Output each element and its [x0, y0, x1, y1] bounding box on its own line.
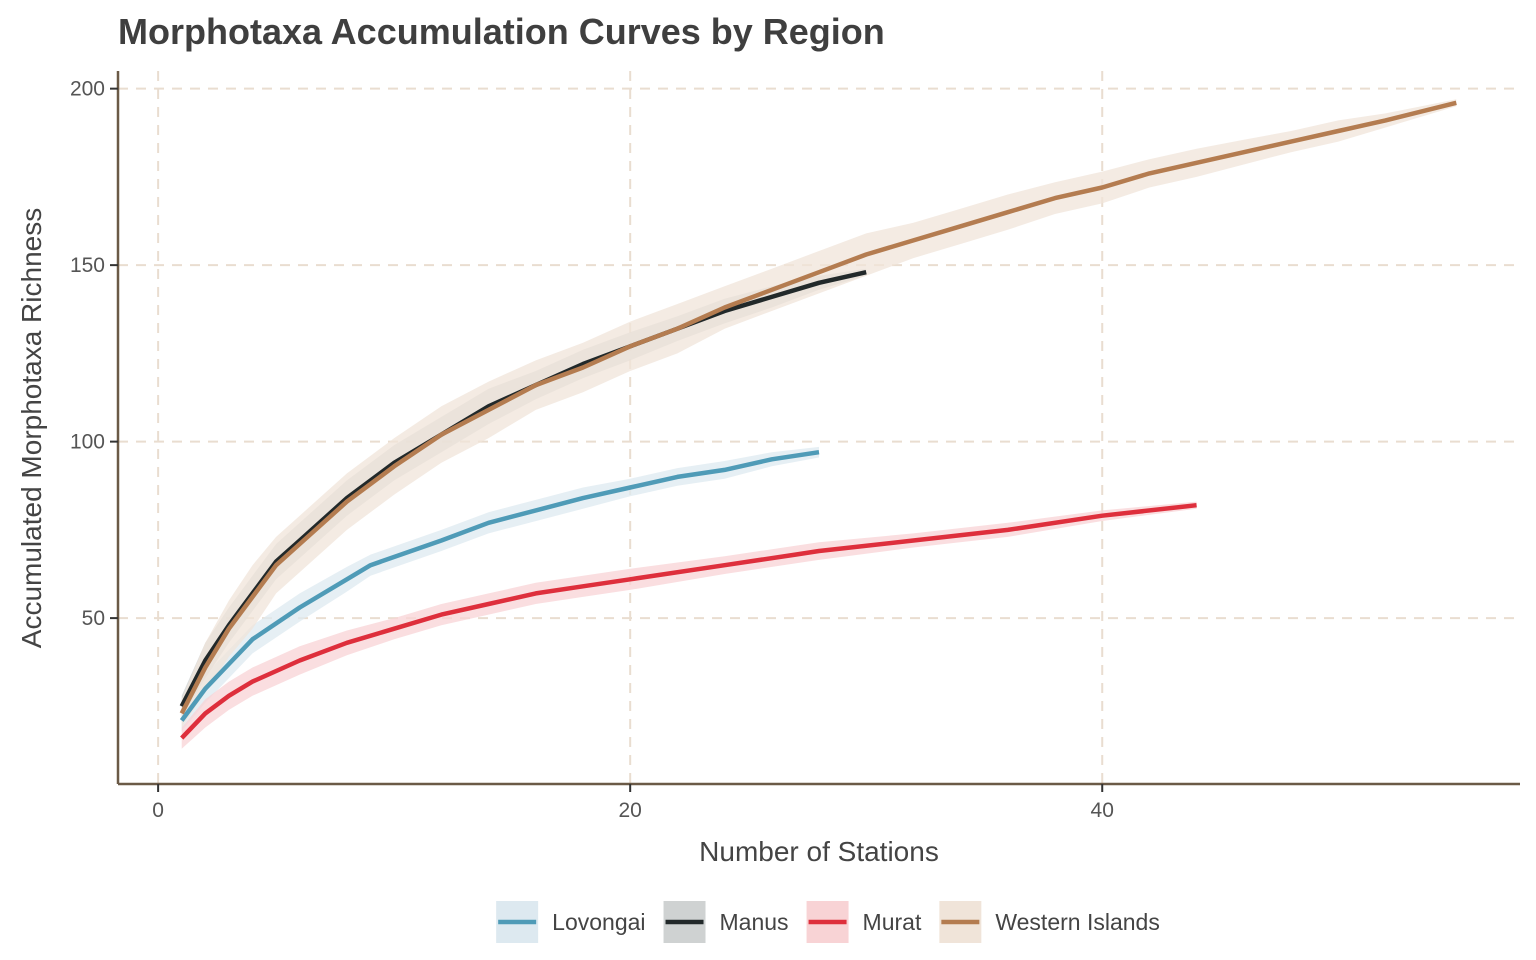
legend-item-western-islands: Western Islands [939, 901, 1160, 943]
axis-ticks: 50 100 150 200 0 20 40 [70, 78, 1114, 822]
line-lovongai [179, 449, 820, 722]
band-manus [181, 268, 867, 717]
y-tick-label: 100 [70, 431, 105, 454]
x-tick-label: 40 [1091, 799, 1114, 822]
grid [118, 71, 1520, 784]
band-lovongai [181, 446, 819, 732]
band-western-islands [181, 99, 1457, 728]
y-axis-title: Accumulated Morphotaxa Richness [16, 208, 47, 648]
y-tick-label: 200 [70, 78, 105, 101]
legend-label: Western Islands [995, 909, 1159, 935]
legend-label: Lovongai [552, 909, 645, 935]
legend-label: Manus [720, 909, 789, 935]
legend-item-murat: Murat [806, 901, 922, 943]
x-tick-label: 0 [152, 799, 164, 822]
legend-label: Murat [863, 909, 922, 935]
line-western-islands [179, 100, 1457, 715]
line-manus [179, 270, 867, 708]
legend-item-lovongai: Lovongai [496, 901, 646, 943]
legend-item-manus: Manus [663, 901, 789, 943]
line-murat [180, 502, 1197, 740]
chart-title: Morphotaxa Accumulation Curves by Region [118, 11, 885, 52]
y-tick-label: 50 [82, 607, 105, 630]
series-lines [179, 100, 1457, 740]
x-axis-title: Number of Stations [699, 836, 939, 867]
confidence-bands [181, 99, 1457, 749]
y-tick-label: 150 [70, 254, 105, 277]
legend: Lovongai Manus Murat Western Islands [496, 901, 1160, 943]
band-murat [181, 501, 1197, 749]
x-tick-label: 20 [618, 799, 641, 822]
